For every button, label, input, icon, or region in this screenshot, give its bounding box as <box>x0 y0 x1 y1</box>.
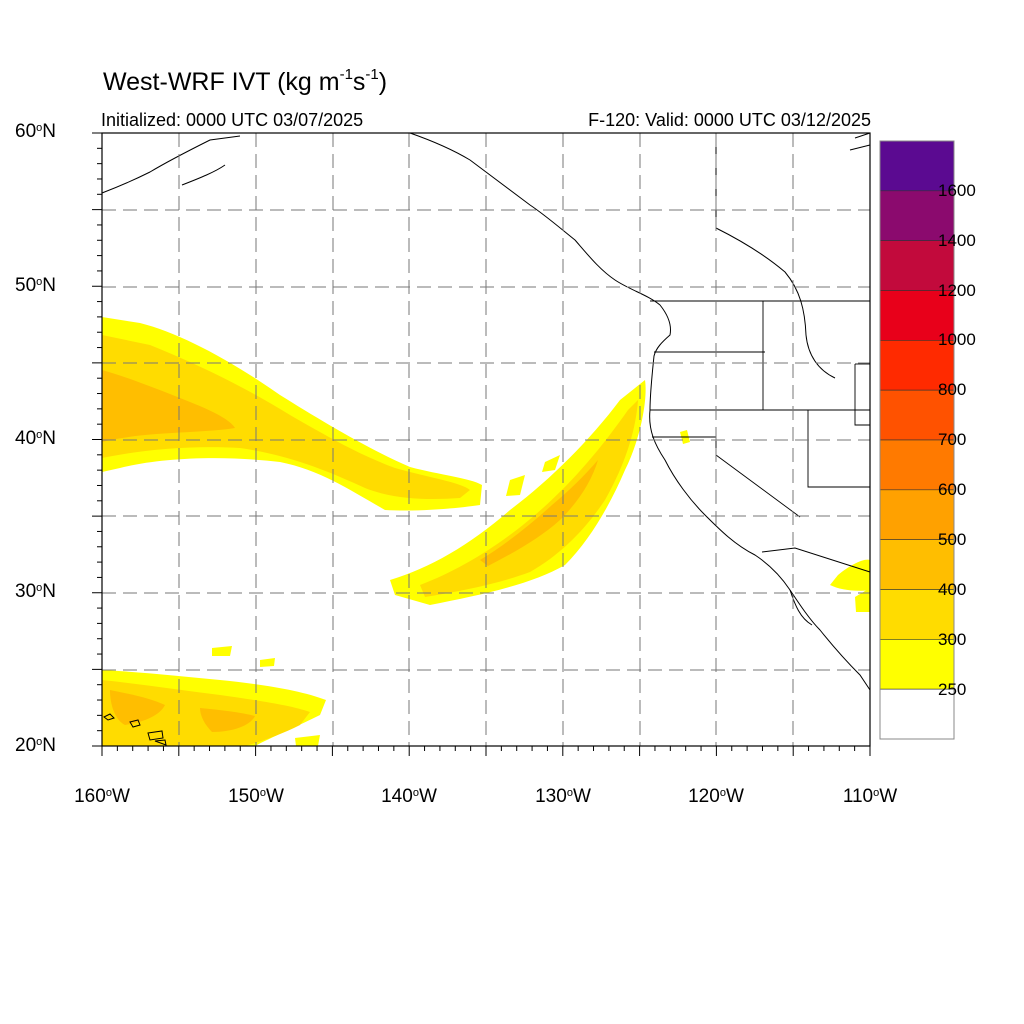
lat-label-30: 30oN <box>15 581 56 602</box>
colorbar <box>879 140 955 740</box>
colorbar-frame <box>879 140 955 740</box>
lon-label-150w: 150oW <box>228 786 284 807</box>
lat-label-20: 20oN <box>15 735 56 756</box>
lat-label-60: 60oN <box>15 121 56 142</box>
lon-label-120w: 120oW <box>688 786 744 807</box>
graticule <box>102 133 870 746</box>
lon-label-130w: 130oW <box>535 786 591 807</box>
valid-time: F-120: Valid: 0000 UTC 03/12/2025 <box>588 110 871 130</box>
colorbar-label-1400: 1400 <box>938 231 976 250</box>
colorbar-swatch <box>879 190 955 241</box>
colorbar-label-300: 300 <box>938 630 967 649</box>
state-borders <box>650 301 870 518</box>
colorbar-label-250: 250 <box>938 680 967 699</box>
lon-label-110w: 110oW <box>842 786 898 807</box>
coastlines <box>101 132 871 746</box>
colorbar-label-500: 500 <box>938 530 967 549</box>
lon-label-160w: 160oW <box>74 786 130 807</box>
colorbar-label-800: 800 <box>938 380 967 399</box>
colorbar-label-700: 700 <box>938 430 967 449</box>
lat-label-40: 40oN <box>15 428 56 449</box>
ivt-band-400 <box>102 370 598 732</box>
colorbar-swatch <box>879 439 955 491</box>
initialized-time: Initialized: 0000 UTC 03/07/2025 <box>101 110 364 130</box>
colorbar-swatch <box>879 389 955 441</box>
lon-label-140w: 140oW <box>381 786 437 807</box>
map-title: West-WRF IVT (kg m-1s-1) <box>103 66 388 96</box>
colorbar-label-1000: 1000 <box>938 330 976 349</box>
colorbar-label-600: 600 <box>938 480 967 499</box>
colorbar-label-400: 400 <box>938 580 967 599</box>
colorbar-label-1600: 1600 <box>938 181 976 200</box>
colorbar-label-1200: 1200 <box>938 281 976 300</box>
axis-ticks <box>92 132 871 756</box>
colorbar-swatch <box>879 589 955 640</box>
lat-label-50: 50oN <box>15 275 56 296</box>
